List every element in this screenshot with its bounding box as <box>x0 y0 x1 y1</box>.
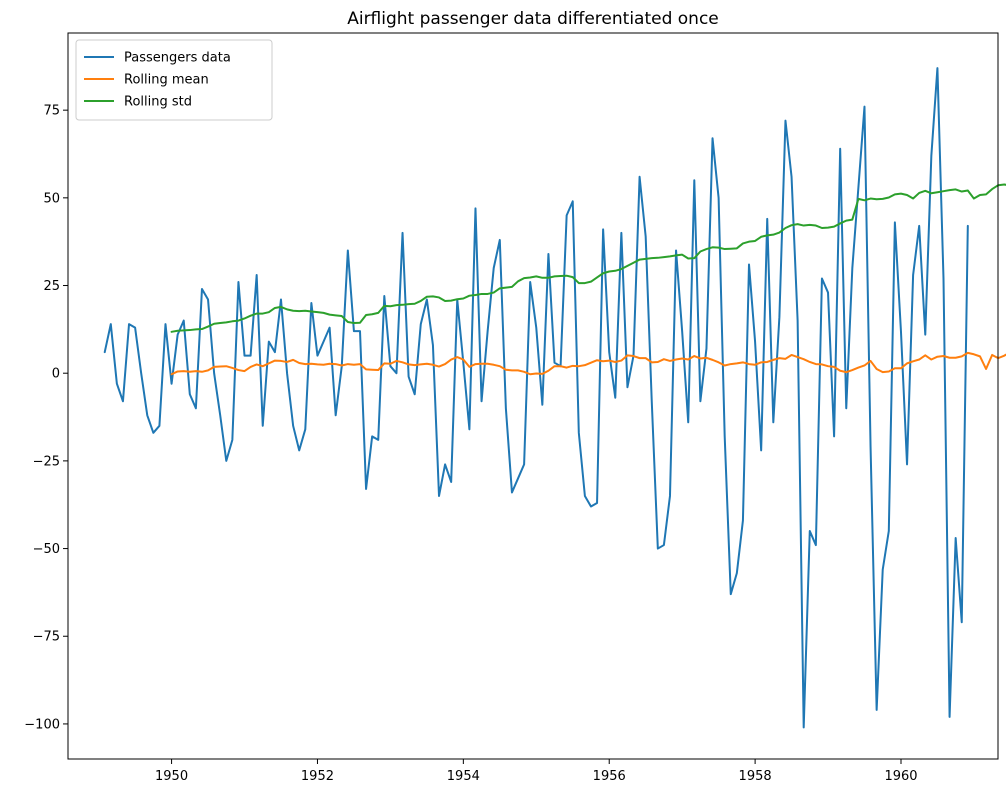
y-tick-label: 75 <box>43 104 60 119</box>
x-tick-label: 1952 <box>301 769 334 784</box>
series-line-rolling-std <box>170 183 1006 333</box>
plot-frame <box>67 32 999 760</box>
series-line-passengers-data <box>103 67 969 729</box>
legend-label: Passengers data <box>124 51 231 66</box>
chart-title: Airflight passenger data differentiated … <box>347 9 719 29</box>
series-line-rolling-mean <box>170 351 1006 376</box>
legend-label: Rolling mean <box>124 73 209 88</box>
x-tick-label: 1958 <box>739 769 772 784</box>
x-tick-label: 1950 <box>155 769 188 784</box>
y-tick-label: −25 <box>33 454 60 469</box>
y-tick-label: −50 <box>33 542 60 557</box>
plot-lines <box>103 67 1006 729</box>
y-tick-label: −100 <box>24 717 60 732</box>
x-tick-label: 1954 <box>447 769 480 784</box>
legend-box <box>75 39 273 121</box>
x-tick-label: 1956 <box>593 769 626 784</box>
y-tick-label: 50 <box>43 191 60 206</box>
y-tick-label: −75 <box>33 630 60 645</box>
y-axis: 75 50 25 0 −25 −50 −75 −100 <box>24 104 68 732</box>
x-axis: 1950 1952 1954 1956 1958 1960 <box>155 759 918 784</box>
y-tick-label: 25 <box>43 279 60 294</box>
y-tick-label: 0 <box>52 367 60 382</box>
x-tick-label: 1960 <box>884 769 917 784</box>
legend: Passengers data Rolling mean Rolling std <box>75 39 273 121</box>
legend-label: Rolling std <box>124 95 192 110</box>
